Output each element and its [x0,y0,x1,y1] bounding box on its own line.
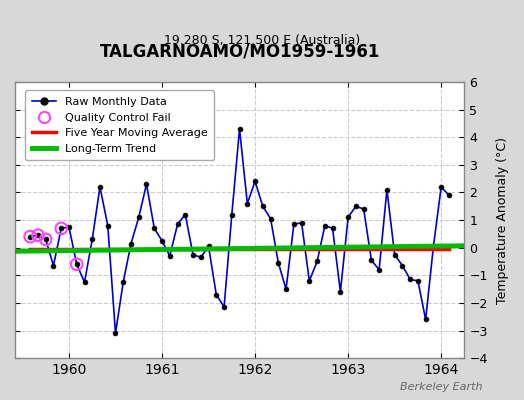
Text: Berkeley Earth: Berkeley Earth [400,382,482,392]
Raw Monthly Data [446,193,452,198]
Text: 19.280 S, 121.500 E (Australia): 19.280 S, 121.500 E (Australia) [164,34,360,47]
Raw Monthly Data [112,331,118,336]
Raw Monthly Data [27,234,34,239]
Quality Control Fail [34,232,42,238]
Quality Control Fail [57,225,66,232]
Raw Monthly Data [136,215,142,220]
Raw Monthly Data [105,223,111,228]
Quality Control Fail [72,261,81,268]
Title: TALGARNOAMO/MO1959-1961: TALGARNOAMO/MO1959-1961 [100,43,380,61]
Legend: Raw Monthly Data, Quality Control Fail, Five Year Moving Average, Long-Term Tren: Raw Monthly Data, Quality Control Fail, … [25,90,214,160]
Quality Control Fail [41,236,50,242]
Raw Monthly Data [438,184,444,189]
Raw Monthly Data [190,252,196,257]
Line: Raw Monthly Data: Raw Monthly Data [28,126,451,336]
Y-axis label: Temperature Anomaly (°C): Temperature Anomaly (°C) [496,136,509,304]
Raw Monthly Data [73,262,80,267]
Quality Control Fail [26,234,35,240]
Raw Monthly Data [236,126,243,131]
Raw Monthly Data [415,278,421,283]
